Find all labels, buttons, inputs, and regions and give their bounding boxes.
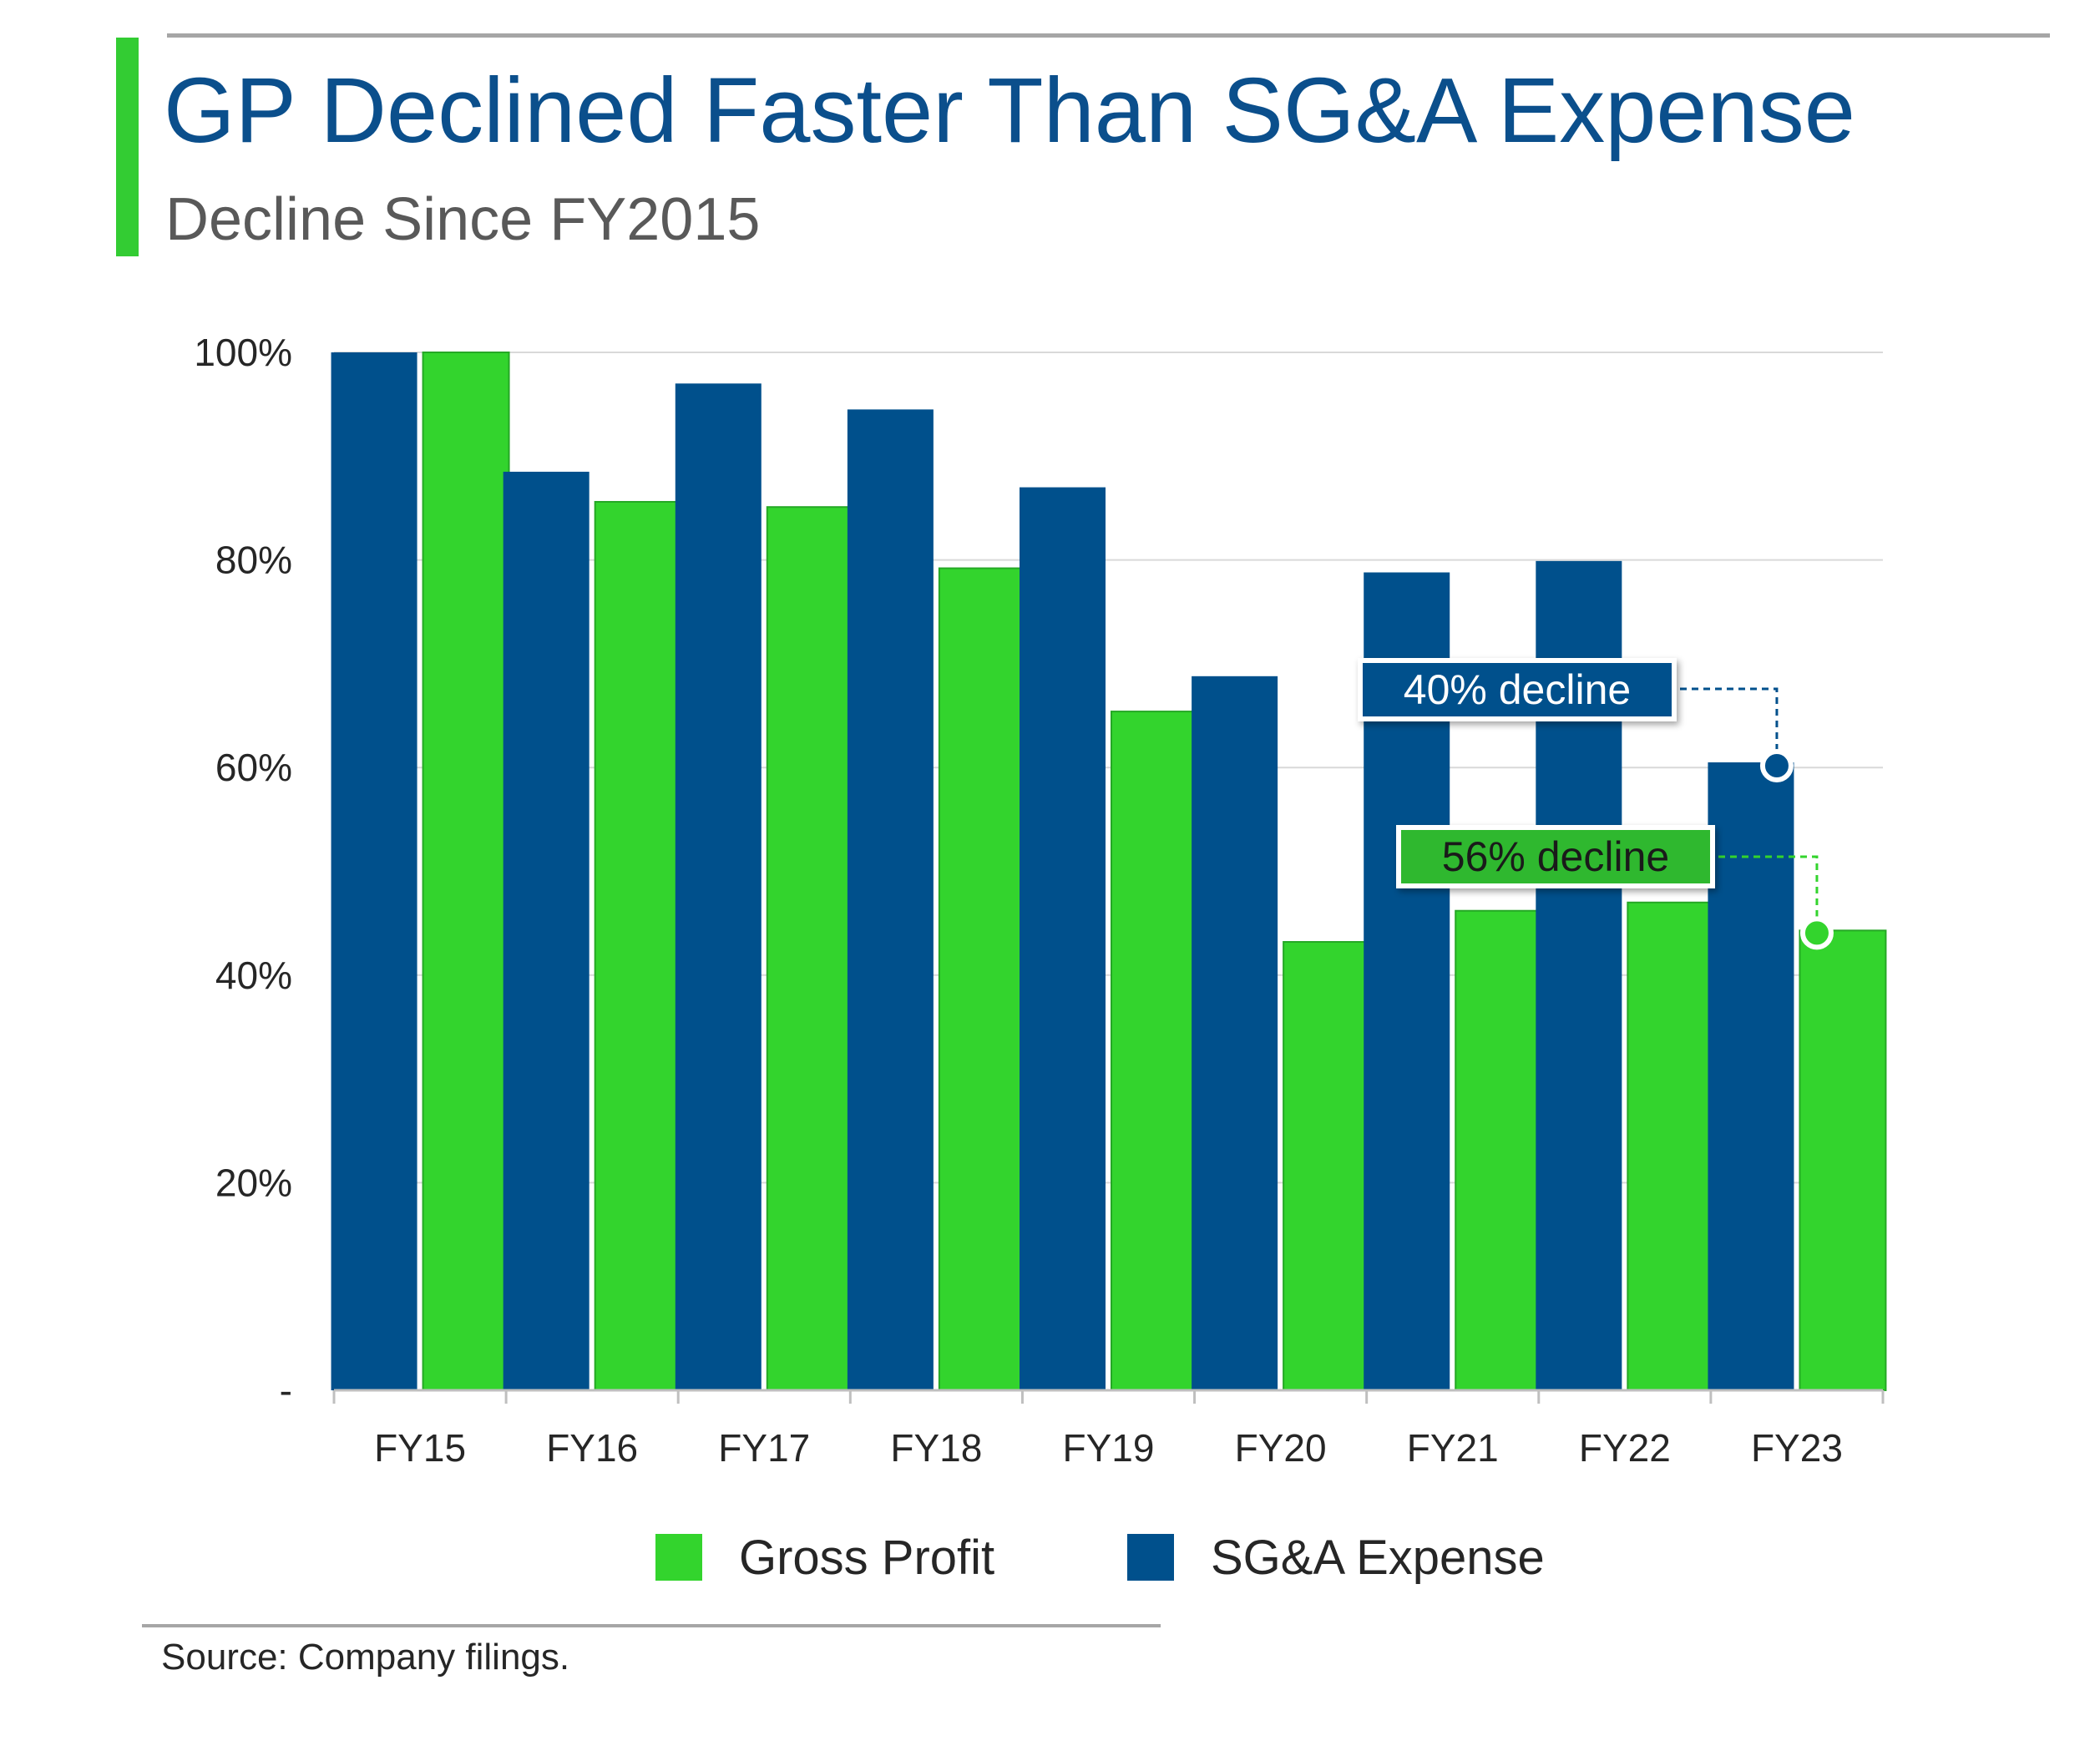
annotation-point-sga bbox=[1759, 748, 1794, 782]
bar-sga-fy17 bbox=[675, 383, 762, 1390]
x-tick-label: FY15 bbox=[374, 1426, 466, 1470]
title-accent-bar bbox=[116, 38, 139, 256]
annotation-label-gp: 56% decline bbox=[1442, 833, 1669, 880]
legend-item-gross-profit: Gross Profit bbox=[655, 1528, 994, 1587]
chart-subtitle: Decline Since FY2015 bbox=[165, 186, 761, 253]
bar-gross-profit-fy15 bbox=[422, 352, 510, 1391]
annotation-fill-gp bbox=[1401, 830, 1710, 883]
legend-swatch-sga-expense bbox=[1127, 1534, 1174, 1581]
annotation-connector-gp bbox=[1718, 855, 1819, 934]
source-note: Source: Company filings. bbox=[161, 1637, 570, 1678]
bar-gross-profit-fy23 bbox=[1799, 929, 1887, 1391]
x-tick-label: FY21 bbox=[1407, 1426, 1499, 1470]
annotation-label-sga: 40% decline bbox=[1404, 666, 1631, 713]
bar-sga-fy20 bbox=[1192, 676, 1278, 1390]
y-tick-label: 100% bbox=[194, 331, 292, 374]
legend-swatch-gross-profit bbox=[655, 1534, 702, 1581]
y-tick-label: 60% bbox=[215, 746, 292, 789]
bar-sga-fy15 bbox=[331, 352, 417, 1390]
bar-gross-profit-fy20 bbox=[1283, 941, 1371, 1392]
x-tick-label: FY22 bbox=[1579, 1426, 1671, 1470]
y-tick-label: 80% bbox=[215, 539, 292, 582]
bar-sga-fy18 bbox=[847, 409, 934, 1390]
y-tick-label: 20% bbox=[215, 1161, 292, 1204]
legend-label-sga-expense: SG&A Expense bbox=[1211, 1530, 1545, 1585]
bar-gross-profit-fy22 bbox=[1627, 901, 1715, 1392]
bar-sga-fy19 bbox=[1020, 487, 1106, 1390]
bar-sga-fy16 bbox=[503, 471, 590, 1390]
y-tick-label: - bbox=[280, 1369, 292, 1412]
annotation-connector-sga bbox=[1680, 687, 1779, 766]
annotation-fill-sga bbox=[1363, 663, 1672, 716]
x-tick-label: FY20 bbox=[1235, 1426, 1327, 1470]
x-tick-label: FY18 bbox=[890, 1426, 982, 1470]
x-tick-label: FY17 bbox=[718, 1426, 810, 1470]
x-tick-label: FY23 bbox=[1751, 1426, 1843, 1470]
bar-sga-fy23 bbox=[1708, 762, 1794, 1390]
bottom-rule bbox=[142, 1624, 1161, 1627]
x-tick-label: FY16 bbox=[546, 1426, 638, 1470]
top-rule bbox=[167, 33, 2050, 38]
bar-gross-profit-fy16 bbox=[594, 500, 682, 1392]
bar-gross-profit-fy21 bbox=[1455, 909, 1543, 1391]
bar-gross-profit-fy18 bbox=[938, 567, 1026, 1391]
x-tick-label: FY19 bbox=[1063, 1426, 1155, 1470]
legend-label-gross-profit: Gross Profit bbox=[739, 1530, 995, 1585]
bar-gross-profit-fy19 bbox=[1111, 711, 1198, 1391]
bar-gross-profit-fy17 bbox=[766, 506, 854, 1391]
chart-title: GP Declined Faster Than SG&A Expense bbox=[164, 59, 1855, 162]
y-tick-label: 40% bbox=[215, 954, 292, 997]
legend-item-sga-expense: SG&A Expense bbox=[1127, 1528, 1545, 1587]
annotation-point-gp bbox=[1799, 916, 1834, 950]
